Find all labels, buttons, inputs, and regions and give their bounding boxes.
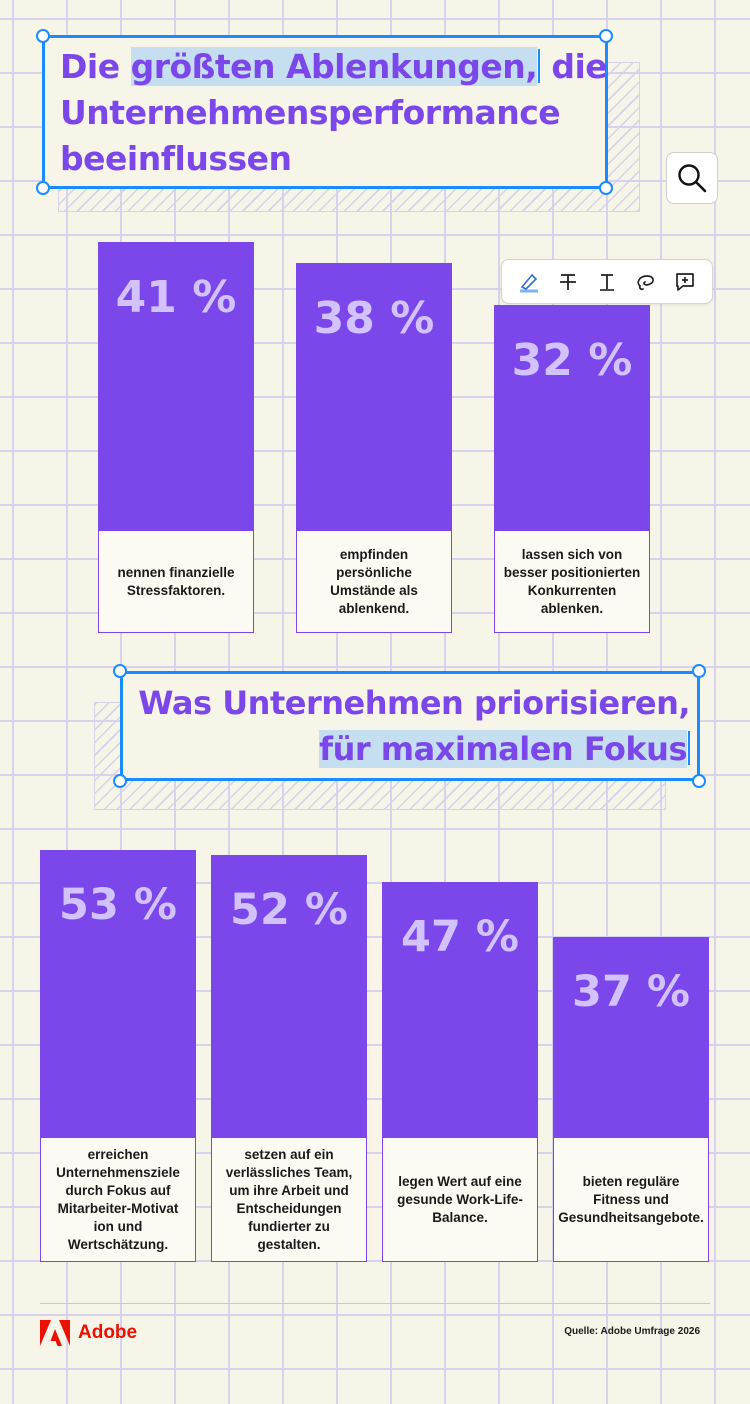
title1-heading: Die größten Ablenkungen, die Unternehmen… <box>60 44 608 182</box>
title1-handle-tr[interactable] <box>599 29 613 43</box>
adobe-logo: Adobe <box>40 1320 137 1346</box>
text-caret <box>688 731 690 765</box>
bar-category-label: empfinden persönliche Umstände als ablen… <box>296 530 452 633</box>
title2-highlight: für maximalen Fokus <box>319 730 687 768</box>
title2-handle-bl[interactable] <box>113 774 127 788</box>
bar-category-label: lassen sich von besser positionierten Ko… <box>494 530 650 633</box>
comment-tool[interactable] <box>670 267 700 297</box>
title1-line2: Unternehmensperformance <box>60 93 561 132</box>
bar-value-label: 47 % <box>401 912 519 962</box>
title2-handle-tr[interactable] <box>692 664 706 678</box>
bar-category-label: setzen auf ein verlässliches Team, um ih… <box>211 1137 367 1262</box>
source-note: Quelle: Adobe Umfrage 2026 <box>564 1326 700 1337</box>
search-button[interactable] <box>666 152 718 204</box>
annotation-toolbar <box>501 259 713 304</box>
bar-category-label: bieten reguläre Fitness und Gesundheitsa… <box>553 1137 709 1262</box>
bar-value-label: 52 % <box>230 885 348 935</box>
lasso-tool[interactable] <box>631 267 661 297</box>
lasso-icon <box>637 274 654 290</box>
title1-line3: beeinflussen <box>60 139 292 178</box>
bar-category-label: erreichen Unternehmensziele durch Fokus … <box>40 1137 196 1262</box>
bar-value-label: 41 % <box>115 272 237 323</box>
add-comment-icon <box>675 272 694 291</box>
title2-line1: Was Unternehmen priorisieren, <box>138 684 690 722</box>
title2-handle-tl[interactable] <box>113 664 127 678</box>
highlighter-tool[interactable] <box>514 267 544 297</box>
title1-handle-bl[interactable] <box>36 181 50 195</box>
title2-handle-br[interactable] <box>692 774 706 788</box>
title1-handle-br[interactable] <box>599 181 613 195</box>
search-icon <box>678 164 707 193</box>
adobe-logo-text: Adobe <box>78 1322 138 1343</box>
bar-value-label: 32 % <box>511 335 633 386</box>
text-caret <box>538 49 541 83</box>
bar-value-label: 38 % <box>313 293 435 344</box>
bar-value-label: 53 % <box>59 880 177 930</box>
strikethrough-tool[interactable] <box>553 267 583 297</box>
title2-line2: für maximalen Fokus <box>128 726 690 772</box>
bar-value-label: 37 % <box>572 967 690 1017</box>
text-cursor-icon <box>599 273 614 291</box>
footer-divider <box>40 1303 710 1304</box>
strikethrough-icon <box>560 273 577 290</box>
bar-category-label: legen Wert auf eine gesunde Work-Life-Ba… <box>382 1137 538 1262</box>
text-tool[interactable] <box>592 267 622 297</box>
title1-highlight: größten Ablenkungen, <box>130 47 538 86</box>
title1-line1: Die größten Ablenkungen, die <box>60 47 608 86</box>
highlighter-icon <box>520 273 539 292</box>
title1-handle-tl[interactable] <box>36 29 50 43</box>
adobe-logo-icon <box>40 1320 70 1346</box>
bar-category-label: nennen finanzielle Stressfaktoren. <box>98 530 254 633</box>
title2-heading: Was Unternehmen priorisieren, für maxima… <box>128 680 691 772</box>
